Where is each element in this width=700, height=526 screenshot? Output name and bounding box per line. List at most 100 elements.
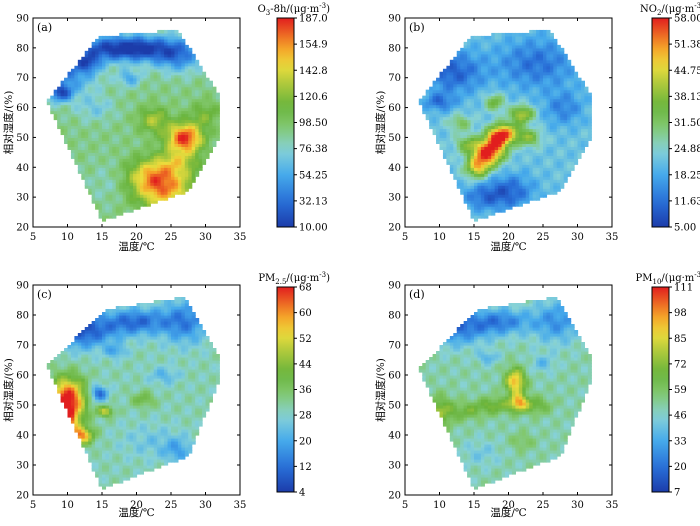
heatmap-cell — [450, 60, 454, 64]
heatmap-cell — [433, 81, 437, 85]
heatmap-b — [419, 30, 592, 222]
x-tick-label: 30 — [199, 232, 212, 243]
heatmap-cell — [71, 342, 75, 346]
heatmap-cell — [47, 363, 51, 367]
y-tick-label: 50 — [388, 133, 401, 144]
heatmap-c — [47, 297, 220, 490]
heatmap-cell — [578, 78, 582, 82]
x-tick-label: 5 — [402, 232, 408, 243]
colorbar-tick-label: 24.88 — [674, 144, 700, 155]
heatmap-cell — [481, 36, 485, 40]
heatmap-cell — [140, 33, 144, 37]
heatmap-cell — [581, 81, 585, 85]
heatmap-cell — [426, 90, 430, 94]
heatmap-cell — [50, 96, 54, 100]
x-tick-label: 35 — [234, 232, 247, 243]
heatmap-cell — [99, 36, 103, 40]
heatmap-cell — [519, 33, 523, 37]
heatmap-cell — [81, 57, 85, 61]
heatmap-cell — [85, 51, 89, 55]
x-tick-label: 15 — [96, 232, 109, 243]
heatmap-cell — [550, 33, 554, 37]
heatmap-cell — [457, 51, 461, 55]
heatmap-cell — [488, 36, 492, 40]
y-tick-label: 90 — [388, 14, 401, 25]
colorbar-tick-label: 38.13 — [674, 92, 700, 103]
heatmap-cell — [522, 33, 526, 37]
heatmap-cell — [47, 99, 51, 103]
y-tick-label: 30 — [16, 193, 29, 204]
heatmap-cell — [584, 87, 588, 91]
heatmap-cell — [491, 33, 495, 37]
heatmap-cell — [540, 30, 544, 34]
heatmap-cell — [181, 39, 185, 43]
heatmap-cell — [526, 33, 530, 37]
colorbar-gradient — [277, 18, 294, 227]
heatmap-cell — [471, 36, 475, 40]
y-tick-label: 70 — [16, 73, 29, 84]
colorbar-tick-label: 76.38 — [299, 144, 328, 155]
heatmap-cell — [74, 336, 78, 340]
heatmap-cell — [574, 72, 578, 76]
heatmap-cell — [460, 48, 464, 52]
heatmap-cell — [174, 30, 178, 34]
heatmap-cell — [553, 39, 557, 43]
heatmap-cell — [154, 33, 158, 37]
y-tick-label: 40 — [16, 163, 29, 174]
heatmap-cell — [109, 36, 113, 40]
y-tick-label: 50 — [16, 133, 29, 144]
heatmap-cell — [209, 81, 213, 85]
x-tick-label: 25 — [537, 232, 550, 243]
heatmap-cell — [74, 66, 78, 70]
heatmap-cell — [137, 33, 141, 37]
heatmap-cell — [171, 30, 175, 34]
heatmap-cell — [536, 30, 540, 34]
heatmap-cell — [446, 66, 450, 70]
heatmap-cell — [126, 33, 130, 37]
heatmap-cell — [78, 60, 82, 64]
heatmap-cell — [512, 33, 516, 37]
colorbar-tick-label: 51.38 — [674, 40, 700, 51]
y-tick-label: 80 — [16, 43, 29, 54]
heatmap-cell — [133, 33, 137, 37]
heatmap-cell — [57, 354, 61, 358]
heatmap-cell — [71, 69, 75, 73]
heatmap-cell — [161, 30, 165, 34]
heatmap-cell — [147, 33, 151, 37]
heatmap-cell — [509, 33, 513, 37]
heatmap-cell — [212, 87, 216, 91]
heatmap-cell — [206, 78, 210, 82]
heatmap-cell — [102, 36, 106, 40]
heatmap-cell — [130, 33, 134, 37]
heatmap-cell — [61, 81, 65, 85]
heatmap-cell — [68, 72, 72, 76]
y-tick-label: 30 — [388, 193, 401, 204]
heatmap-cell — [564, 54, 568, 58]
heatmap-cell — [61, 351, 65, 355]
heatmap-cell — [112, 36, 116, 40]
x-tick-label: 15 — [468, 232, 481, 243]
y-tick-label: 20 — [388, 223, 401, 234]
colorbar-tick-label: 32.13 — [299, 196, 328, 207]
heatmap-cell — [185, 45, 189, 49]
heatmap-cell — [464, 42, 468, 46]
heatmap-cell — [567, 60, 571, 64]
colorbar-tick-label: 11.63 — [674, 196, 700, 207]
colorbar-tick-label: 120.6 — [299, 92, 328, 103]
x-tick-label: 35 — [606, 232, 619, 243]
heatmap-cell — [202, 72, 206, 76]
heatmap-cell — [498, 33, 502, 37]
heatmap-cell — [502, 33, 506, 37]
colorbar-gradient — [652, 18, 669, 227]
x-tick-label: 30 — [571, 232, 584, 243]
colorbar-tick-label: 187.0 — [299, 14, 328, 25]
x-tick-label: 10 — [433, 232, 446, 243]
colorbar-tick-label: 154.9 — [299, 40, 328, 51]
panel-label-a: (a) — [37, 21, 52, 34]
heatmap-cell — [92, 42, 96, 46]
heatmap-cell — [422, 96, 426, 100]
colorbar-b: 58.0051.3844.7538.1331.5024.8818.2511.63… — [652, 14, 700, 234]
